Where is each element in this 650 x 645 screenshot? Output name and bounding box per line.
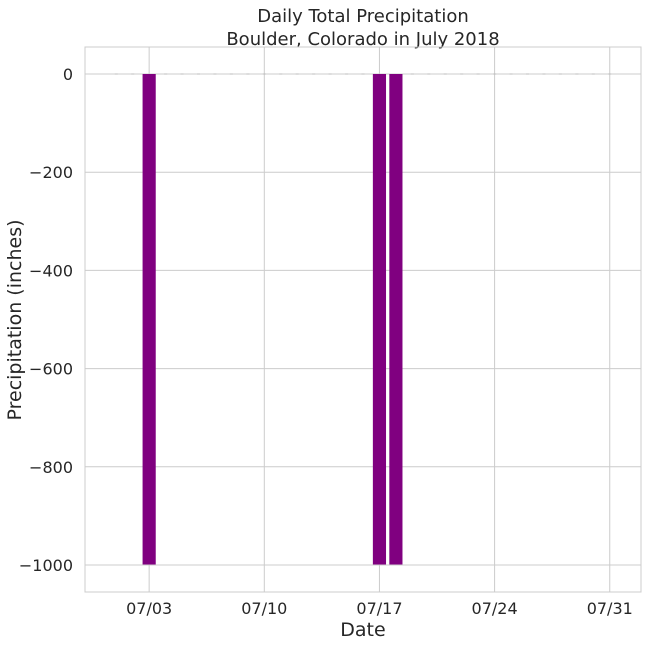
x-tick-label: 07/10 [241,599,287,618]
x-tick-label: 07/17 [356,599,402,618]
grid [85,47,641,592]
chart-title: Daily Total Precipitation [257,6,469,27]
y-tick-label: −400 [29,261,73,280]
plot-frame [84,46,642,593]
x-tick-label: 07/03 [126,599,172,618]
bar [142,74,156,565]
bar [389,74,403,565]
y-axis-label: Precipitation (inches) [4,219,26,420]
bars [114,73,612,565]
x-axis: 07/03 07/10 07/17 07/24 07/31 [126,599,633,618]
y-tick-label: −800 [29,458,73,477]
y-tick-label: −600 [29,360,73,379]
bar [372,74,387,565]
y-tick-label: −1000 [19,556,73,575]
x-axis-label: Date [340,619,385,641]
y-tick-label: −200 [29,163,73,182]
y-tick-label: 0 [63,65,73,84]
x-tick-label: 07/24 [472,599,518,618]
x-tick-label: 07/31 [587,599,633,618]
chart-subtitle: Boulder, Colorado in July 2018 [226,29,499,50]
y-axis: 0 −200 −400 −600 −800 −1000 [19,65,73,575]
